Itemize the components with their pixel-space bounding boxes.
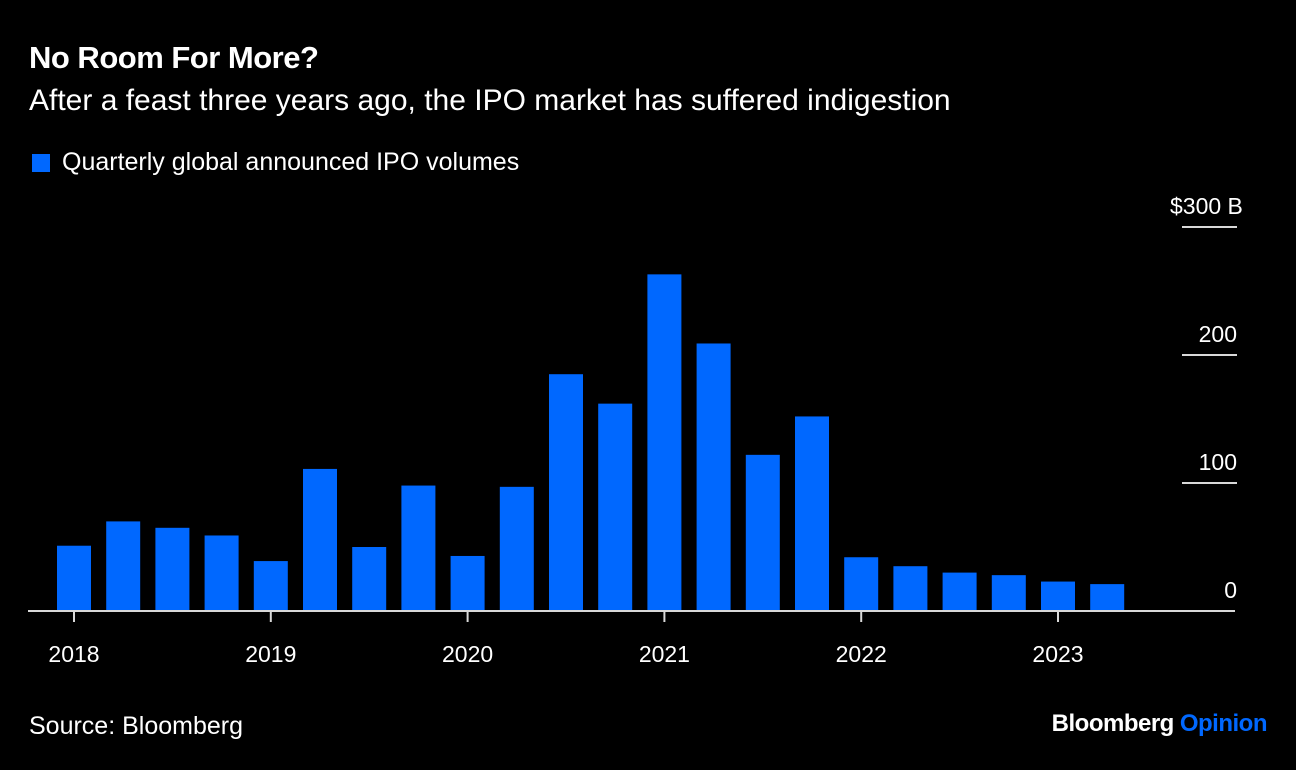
x-tick-label: 2023 [1032,641,1083,667]
bar [401,485,436,611]
brand-logo: Bloomberg Opinion [1051,710,1268,738]
bar [745,454,780,611]
bar [450,555,485,611]
chart-title: No Room For More? [29,40,319,75]
x-tick-label: 2020 [442,641,493,667]
source-note: Source: Bloomberg [29,712,244,740]
bar [795,416,829,611]
bar [57,545,91,611]
legend-label: Quarterly global announced IPO volumes [62,148,520,176]
x-tick-label: 2021 [639,641,690,667]
bar [696,343,731,611]
bar [549,374,583,611]
y-tick-label: 100 [1199,449,1237,475]
bar [204,535,239,611]
x-tick-label: 2019 [245,641,296,667]
bar [303,468,337,611]
bar [991,575,1026,611]
x-tick-label: 2018 [48,641,99,667]
y-tick-label: 0 [1224,577,1237,603]
bar [844,557,879,611]
x-tick-label: 2022 [836,641,887,667]
brand-name: Bloomberg [1051,710,1175,737]
bar [155,527,190,611]
bar [647,274,682,611]
bar [253,561,288,611]
chart-subtitle: After a feast three years ago, the IPO m… [29,84,951,117]
bar [499,486,534,611]
y-tick-label: $300 B [1170,193,1243,219]
legend-swatch [32,153,50,172]
y-tick-label: 200 [1199,321,1237,347]
bar [598,403,633,611]
bar [352,547,387,611]
bar [893,566,928,611]
bar [1090,584,1125,611]
bar [106,521,141,611]
bar [1041,581,1075,611]
legend: Quarterly global announced IPO volumes [32,148,519,177]
bar [942,572,977,611]
brand-section: Opinion [1179,710,1268,737]
